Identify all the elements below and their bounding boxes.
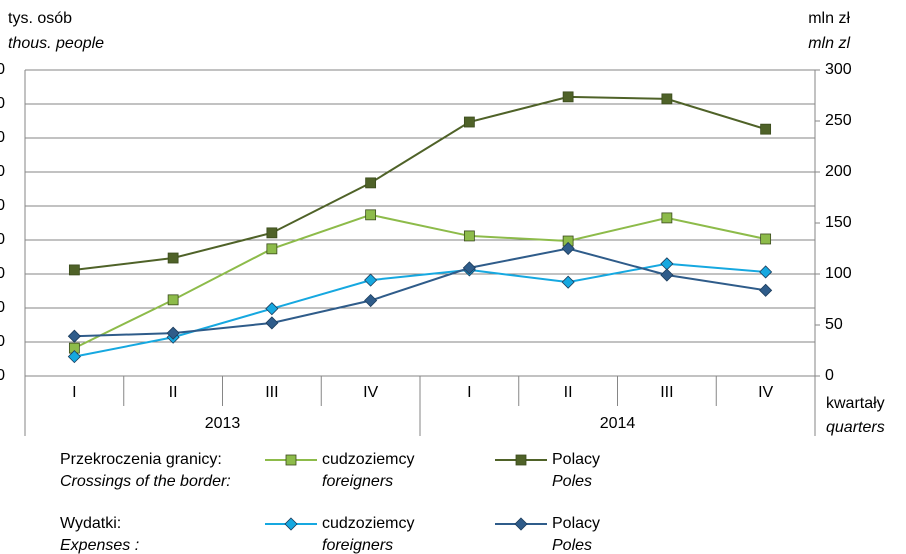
x-tick-label: II: [564, 384, 573, 401]
data-point: [364, 273, 378, 287]
data-point: [167, 252, 179, 264]
y2-tick-label: 50: [825, 316, 843, 333]
y-axis-label: tys. osób: [8, 10, 72, 27]
y-tick-label: 200: [0, 299, 5, 316]
data-point: [759, 283, 773, 297]
y2-tick-label: 300: [825, 61, 852, 78]
legend-label-en: Poles: [552, 473, 592, 490]
data-point: [660, 268, 674, 282]
x-tick-label: III: [660, 384, 673, 401]
y-axis-label-en: thous. people: [8, 35, 104, 52]
legend-group-title: Wydatki:: [60, 515, 121, 532]
legend-marker: [284, 517, 298, 531]
x-tick-label: III: [265, 384, 278, 401]
y2-tick-label: 100: [825, 265, 852, 282]
legend-marker: [514, 517, 528, 531]
x-axis-label-en: quarters: [826, 419, 885, 436]
data-point: [67, 350, 81, 364]
y-tick-label: 400: [0, 231, 5, 248]
y-tick-label: 600: [0, 163, 5, 180]
series-line: [74, 262, 766, 358]
series-line: [73, 213, 766, 350]
data-point: [266, 243, 278, 255]
data-point: [265, 316, 279, 330]
data-point: [462, 261, 476, 275]
data-point: [660, 257, 674, 271]
y2-tick-label: 250: [825, 112, 852, 129]
y-tick-label: 300: [0, 265, 5, 282]
y2-tick-label: 200: [825, 163, 852, 180]
data-point: [661, 93, 673, 105]
data-point: [760, 233, 772, 245]
year-label: 2013: [205, 415, 241, 432]
y-tick-label: 900: [0, 61, 5, 78]
legend-label-en: foreigners: [322, 537, 393, 554]
y2-axis-label: mln zł: [808, 10, 850, 27]
legend-label-en: Poles: [552, 537, 592, 554]
data-point: [561, 275, 575, 289]
data-point: [365, 209, 377, 221]
legend-label-en: foreigners: [322, 473, 393, 490]
data-point: [167, 294, 179, 306]
x-tick-label: IV: [363, 384, 378, 401]
legend-label: cudzoziemcy: [322, 515, 414, 532]
y-tick-label: 500: [0, 197, 5, 214]
y-tick-label: 100: [0, 333, 5, 350]
data-point: [561, 241, 575, 256]
x-tick-label: II: [169, 384, 178, 401]
series-line: [74, 95, 766, 271]
x-tick-label: I: [467, 384, 471, 401]
legend-group-title-en: Crossings of the border:: [60, 473, 231, 490]
data-point: [364, 293, 378, 308]
data-point: [265, 302, 279, 316]
data-point: [463, 230, 475, 242]
series-line: [74, 247, 766, 338]
data-point: [266, 227, 278, 239]
data-point: [68, 264, 80, 276]
data-point: [463, 116, 475, 128]
year-label: 2014: [600, 415, 636, 432]
data-point: [760, 123, 772, 135]
y2-tick-label: 150: [825, 214, 852, 231]
y-tick-label: 800: [0, 95, 5, 112]
data-point: [759, 265, 773, 279]
data-point: [562, 91, 574, 103]
legend-marker: [285, 454, 297, 466]
y2-axis-label-en: mln zl: [808, 35, 850, 52]
data-point: [661, 212, 673, 224]
x-tick-label: I: [72, 384, 76, 401]
x-axis-label: kwartały: [826, 395, 885, 412]
legend-label: Polacy: [552, 451, 600, 468]
legend-label: Polacy: [552, 515, 600, 532]
legend-group-title: Przekroczenia granicy:: [60, 451, 222, 468]
data-point: [365, 177, 377, 189]
legend-label: cudzoziemcy: [322, 451, 414, 468]
x-tick-label: IV: [758, 384, 773, 401]
legend-marker: [515, 454, 527, 466]
y-tick-label: 700: [0, 129, 5, 146]
legend-group-title-en: Expenses :: [60, 537, 139, 554]
y-tick-label: 0: [0, 367, 5, 384]
data-point: [67, 329, 81, 343]
data-point: [166, 326, 180, 340]
y2-tick-label: 0: [825, 367, 834, 384]
